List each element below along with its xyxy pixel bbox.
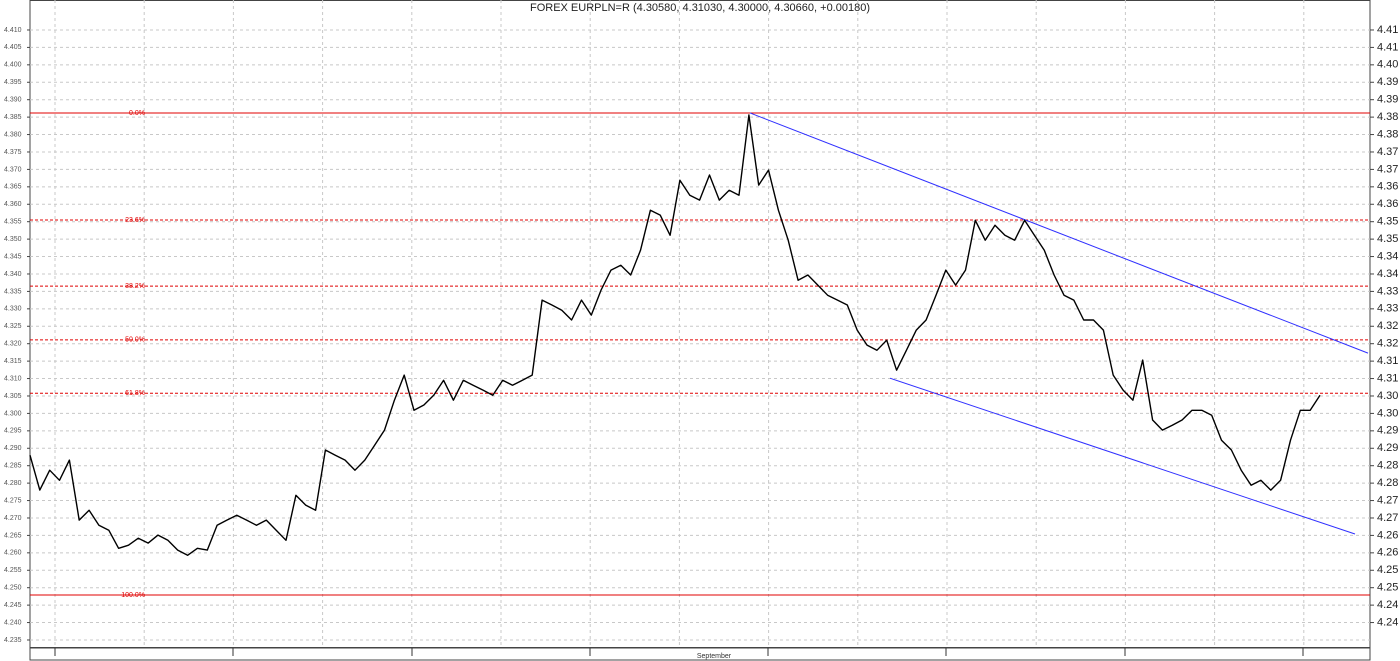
y2-tick-label: 4.32 bbox=[1377, 320, 1398, 332]
y-tick-label: 4.325 bbox=[4, 323, 22, 330]
y2-tick-label: 4.28 bbox=[1377, 477, 1398, 489]
y-tick-label: 4.295 bbox=[4, 428, 22, 435]
fib-label: 61.8% bbox=[125, 390, 145, 397]
y-tick-label: 4.270 bbox=[4, 515, 22, 522]
y2-tick-label: 4.41 bbox=[1377, 24, 1398, 36]
fib-label: 0.0% bbox=[129, 110, 145, 117]
y2-tick-label: 4.37 bbox=[1377, 146, 1398, 158]
y2-tick-label: 4.35 bbox=[1377, 216, 1398, 228]
y2-tick-label: 4.38 bbox=[1377, 128, 1398, 140]
y-tick-label: 4.375 bbox=[4, 149, 22, 156]
y-tick-label: 4.400 bbox=[4, 62, 22, 69]
y2-tick-label: 4.31 bbox=[1377, 372, 1398, 384]
y2-tick-label: 4.40 bbox=[1377, 59, 1398, 71]
y2-tick-label: 4.27 bbox=[1377, 512, 1398, 524]
chart-title: FOREX EURPLN=R (4.30580, 4.31030, 4.3000… bbox=[530, 2, 870, 14]
y-tick-label: 4.300 bbox=[4, 410, 22, 417]
y2-tick-label: 4.33 bbox=[1377, 285, 1398, 297]
y-tick-label: 4.350 bbox=[4, 236, 22, 243]
y-tick-label: 4.360 bbox=[4, 201, 22, 208]
trendline bbox=[889, 377, 1356, 535]
y2-tick-label: 4.27 bbox=[1377, 494, 1398, 506]
y2-tick-label: 4.37 bbox=[1377, 163, 1398, 175]
trendline bbox=[749, 112, 1369, 354]
y2-tick-label: 4.28 bbox=[1377, 460, 1398, 472]
y-tick-label: 4.355 bbox=[4, 219, 22, 226]
y-tick-label: 4.365 bbox=[4, 184, 22, 191]
y2-tick-label: 4.36 bbox=[1377, 181, 1398, 193]
y-tick-label: 4.315 bbox=[4, 358, 22, 365]
price-line bbox=[29, 114, 1321, 556]
x-axis-label: September bbox=[697, 653, 732, 660]
fib-label: 38.2% bbox=[125, 283, 145, 290]
y2-tick-label: 4.33 bbox=[1377, 303, 1398, 315]
y2-tick-label: 4.25 bbox=[1377, 564, 1398, 576]
y2-tick-label: 4.29 bbox=[1377, 425, 1398, 437]
y-tick-label: 4.260 bbox=[4, 550, 22, 557]
y-tick-label: 4.250 bbox=[4, 585, 22, 592]
y2-tick-label: 4.30 bbox=[1377, 390, 1398, 402]
y2-tick-label: 4.26 bbox=[1377, 529, 1398, 541]
y2-tick-label: 4.25 bbox=[1377, 582, 1398, 594]
y2-tick-label: 4.35 bbox=[1377, 233, 1398, 245]
y2-tick-label: 4.24 bbox=[1377, 616, 1398, 628]
y2-tick-label: 4.38 bbox=[1377, 111, 1398, 123]
time-axis bbox=[29, 647, 1371, 661]
y-tick-label: 4.410 bbox=[4, 27, 22, 34]
y-tick-label: 4.340 bbox=[4, 271, 22, 278]
date-ticks bbox=[54, 648, 1304, 656]
y-tick-label: 4.385 bbox=[4, 114, 22, 121]
fib-label: 23.6% bbox=[125, 217, 145, 224]
y-tick-label: 4.280 bbox=[4, 480, 22, 487]
vertical-grid bbox=[54, 0, 1305, 648]
y-tick-label: 4.345 bbox=[4, 253, 22, 260]
y-tick-label: 4.245 bbox=[4, 602, 22, 609]
y2-tick-label: 4.41 bbox=[1377, 41, 1398, 53]
y-tick-label: 4.240 bbox=[4, 619, 22, 626]
y2-tick-label: 4.39 bbox=[1377, 76, 1398, 88]
y2-tick-label: 4.26 bbox=[1377, 547, 1398, 559]
y-tick-label: 4.310 bbox=[4, 375, 22, 382]
y-tick-label: 4.335 bbox=[4, 288, 22, 295]
y-tick-label: 4.290 bbox=[4, 445, 22, 452]
fib-label: 100.0% bbox=[121, 592, 145, 599]
y-tick-label: 4.320 bbox=[4, 341, 22, 348]
y2-tick-label: 4.29 bbox=[1377, 442, 1398, 454]
y-tick-label: 4.390 bbox=[4, 97, 22, 104]
y-tick-label: 4.330 bbox=[4, 306, 22, 313]
y-tick-label: 4.405 bbox=[4, 44, 22, 51]
y2-tick-label: 4.24 bbox=[1377, 599, 1398, 611]
y-tick-label: 4.380 bbox=[4, 131, 22, 138]
y-tick-label: 4.275 bbox=[4, 497, 22, 504]
y2-tick-label: 4.31 bbox=[1377, 355, 1398, 367]
y2-tick-label: 4.34 bbox=[1377, 268, 1398, 280]
y-tick-label: 4.285 bbox=[4, 463, 22, 470]
y2-tick-label: 4.36 bbox=[1377, 198, 1398, 210]
y-tick-label: 4.265 bbox=[4, 532, 22, 539]
fib-label: 50.0% bbox=[125, 337, 145, 344]
y-tick-label: 4.395 bbox=[4, 79, 22, 86]
y-tick-label: 4.235 bbox=[4, 637, 22, 644]
y2-tick-label: 4.39 bbox=[1377, 94, 1398, 106]
plot-frame bbox=[29, 0, 1371, 648]
y-tick-label: 4.370 bbox=[4, 166, 22, 173]
y2-tick-label: 4.34 bbox=[1377, 250, 1398, 262]
y-tick-label: 4.255 bbox=[4, 567, 22, 574]
y-tick-label: 4.305 bbox=[4, 393, 22, 400]
y2-tick-label: 4.30 bbox=[1377, 407, 1398, 419]
y2-tick-label: 4.32 bbox=[1377, 338, 1398, 350]
